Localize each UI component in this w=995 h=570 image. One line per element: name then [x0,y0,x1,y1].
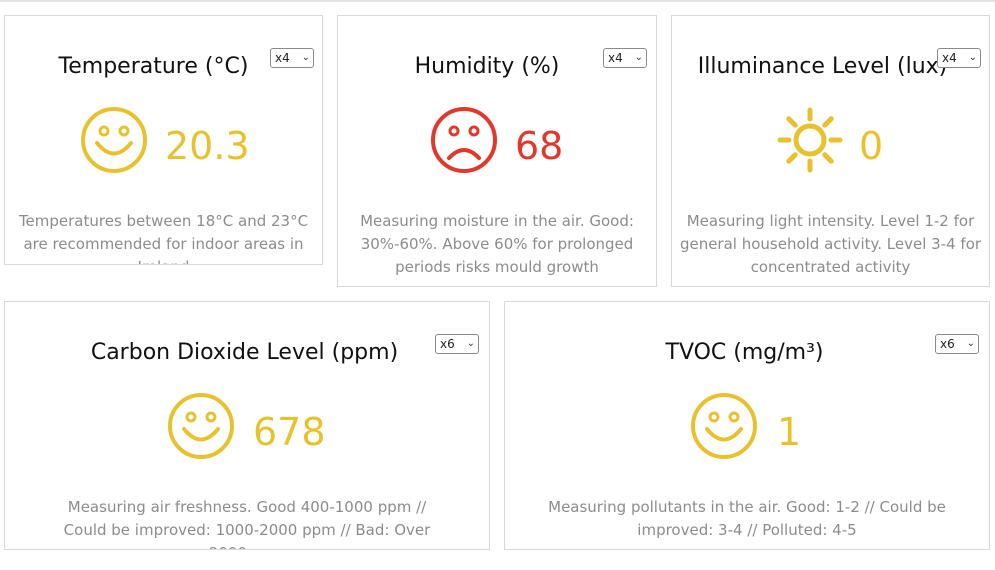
co2-card: Carbon Dioxide Level (ppm) x6 ⌄ 678 Meas… [4,301,490,550]
select-value: x4 [275,51,290,65]
chevron-down-icon: ⌄ [634,52,643,63]
co2-range-select[interactable]: x6 ⌄ [435,334,479,354]
select-value: x6 [440,337,455,351]
select-value: x6 [940,337,955,351]
illuminance-value: 0 [859,124,884,168]
tvoc-card: TVOC (mg/m³) x6 ⌄ 1 Measuring pollutants… [504,301,990,550]
card-description: Temperatures between 18°C and 23°C are r… [18,212,309,264]
chevron-down-icon: ⌄ [301,52,310,63]
tvoc-value: 1 [777,410,802,454]
card-title: TVOC (mg/m³) [665,340,824,365]
select-value: x4 [608,51,623,65]
smiley-face-icon [168,393,234,459]
card-description: Measuring air freshness. Good 400-1000 p… [63,498,431,549]
humidity-range-select[interactable]: x4 ⌄ [603,48,647,68]
humidity-card: Humidity (%) x4 ⌄ 68 Measuring moisture … [337,15,657,287]
chevron-down-icon: ⌄ [966,338,975,349]
sun-icon [777,107,843,173]
chevron-down-icon: ⌄ [968,52,977,63]
select-value: x4 [942,51,957,65]
chevron-down-icon: ⌄ [466,338,475,349]
card-title: Carbon Dioxide Level (ppm) [90,340,399,365]
card-title: Temperature (°C) [58,54,249,79]
temperature-value: 20.3 [165,124,250,168]
humidity-value: 68 [515,124,564,168]
smiley-face-icon [691,393,757,459]
card-title: Illuminance Level (lux) [697,54,948,79]
co2-value: 678 [253,410,326,454]
card-description: Measuring light intensity. Level 1-2 for… [679,212,982,276]
top-divider [0,0,995,2]
illuminance-range-select[interactable]: x4 ⌄ [937,48,981,68]
card-title: Humidity (%) [414,54,560,79]
card-description: Measuring pollutants in the air. Good: 1… [548,498,946,539]
tvoc-range-select[interactable]: x6 ⌄ [935,334,979,354]
illuminance-card: Illuminance Level (lux) x4 ⌄ 0 Measuring… [671,15,990,287]
temperature-card: Temperature (°C) x4 ⌄ 20.3 Temperatures … [4,15,323,265]
smiley-face-icon [81,107,147,173]
temperature-range-select[interactable]: x4 ⌄ [270,48,314,68]
card-description: Measuring moisture in the air. Good: 30%… [360,212,634,276]
sad-face-icon [431,107,497,173]
